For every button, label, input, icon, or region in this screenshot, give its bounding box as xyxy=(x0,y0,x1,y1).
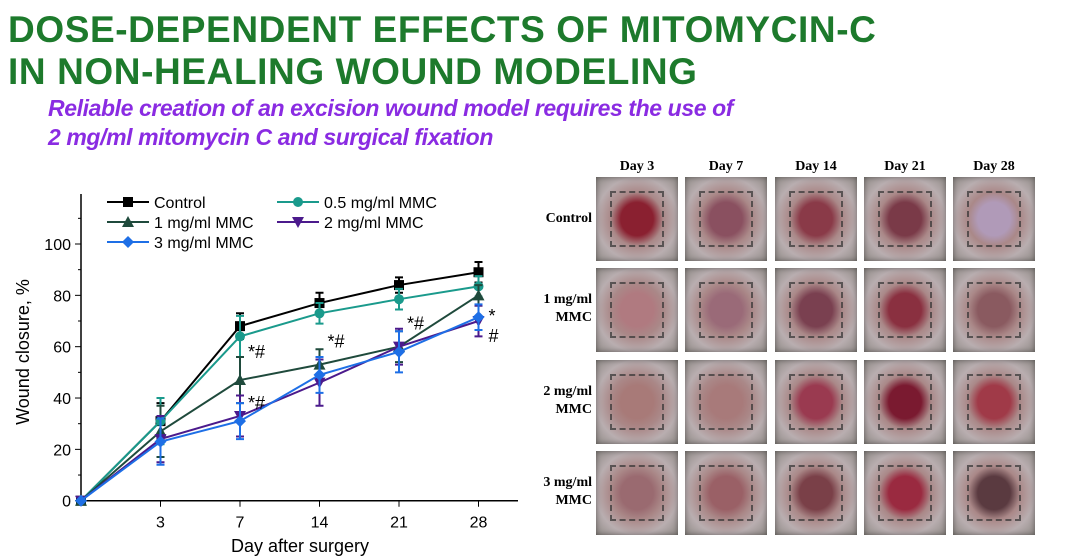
marker-triangle-up xyxy=(234,374,246,386)
subtitle-line-2: 2 mg/ml mitomycin C and surgical fixatio… xyxy=(48,124,493,150)
photo-column-header: Day 3 xyxy=(619,159,655,174)
x-tick-label: 14 xyxy=(311,515,329,532)
significance-annotation: * xyxy=(489,306,496,326)
wound-photo xyxy=(953,268,1035,352)
marker-diamond xyxy=(75,494,87,507)
photo-row-label-line: 1 mg/ml xyxy=(543,292,592,307)
marker-square xyxy=(123,197,133,207)
marker-diamond xyxy=(313,368,326,381)
wound-photo xyxy=(775,360,857,444)
photo-row-label-line: 3 mg/ml xyxy=(543,475,592,490)
marker-circle xyxy=(394,294,404,305)
series-3: 2 mg/ml MMC xyxy=(75,215,485,507)
wound-closure-chart: 0 20 40 60 80 100 3 7 14 21 28 Day after surgery Wou… xyxy=(13,194,518,556)
marker-triangle-up xyxy=(472,289,485,301)
marker-triangle-down xyxy=(292,217,304,228)
subtitle-line-1: Reliable creation of an excision wound m… xyxy=(48,95,733,121)
wound-photo xyxy=(953,360,1035,444)
wound-photo xyxy=(685,451,767,535)
y-tick-label: 60 xyxy=(53,340,71,357)
photo-row-label: 2 mg/ml MMC xyxy=(520,383,592,419)
y-axis-label: Wound closure, % xyxy=(13,279,33,425)
x-axis-label: Day after surgery xyxy=(231,536,369,556)
marker-square xyxy=(394,280,404,291)
marker-diamond xyxy=(234,415,246,428)
wound-photo xyxy=(685,360,767,444)
wound-photo xyxy=(953,177,1035,261)
significance-annotation: # xyxy=(489,326,499,346)
x-tick-label: 3 xyxy=(156,515,165,532)
marker-circle xyxy=(235,331,245,342)
series-line xyxy=(80,320,479,502)
title-line-1: DOSE-DEPENDENT EFFECTS OF MITOMYCIN-C xyxy=(8,9,877,50)
marker-diamond xyxy=(154,435,167,448)
marker-square xyxy=(473,267,484,278)
wound-photo xyxy=(864,360,946,444)
series-1: 0.5 mg/ml MMC xyxy=(76,195,484,506)
title-line-2: IN NON-HEALING WOUND MODELING xyxy=(8,51,698,92)
legend-label: 3 mg/ml MMC xyxy=(154,235,254,252)
significance-annotation: *# xyxy=(248,393,265,413)
photo-row-label-line: MMC xyxy=(555,402,592,417)
wound-photo xyxy=(596,177,678,261)
photo-column-header: Day 28 xyxy=(973,159,1015,174)
photo-row-label-line: Control xyxy=(545,211,592,226)
marker-triangle-up xyxy=(122,216,134,227)
wound-photo xyxy=(596,268,678,352)
series-line xyxy=(80,294,480,502)
wound-photo xyxy=(596,451,678,535)
photo-row-label: 1 mg/ml MMC xyxy=(520,291,592,327)
marker-circle xyxy=(314,308,325,319)
y-tick-label: 20 xyxy=(53,442,71,459)
photo-row-label-line: 2 mg/ml xyxy=(543,384,592,399)
significance-annotation: *# xyxy=(407,314,424,334)
x-tick-label: 28 xyxy=(470,515,488,532)
wound-photo xyxy=(953,451,1035,535)
wound-photo xyxy=(775,268,857,352)
legend-label: 1 mg/ml MMC xyxy=(154,215,254,232)
wound-photo xyxy=(685,177,767,261)
y-tick-label: 100 xyxy=(44,237,71,254)
photo-column-header: Day 21 xyxy=(884,159,926,174)
series-line xyxy=(80,316,479,502)
wound-photo xyxy=(864,451,946,535)
legend-label: 2 mg/ml MMC xyxy=(324,215,424,232)
wound-photo xyxy=(775,451,857,535)
x-tick-label: 21 xyxy=(390,515,408,532)
series-line xyxy=(80,271,479,502)
photo-row-label-line: MMC xyxy=(555,310,592,325)
wound-photo xyxy=(864,177,946,261)
legend-label: Control xyxy=(154,195,206,212)
photo-row-label: 3 mg/ml MMC xyxy=(520,474,592,510)
series-4: 3 mg/ml MMC xyxy=(75,235,485,507)
y-tick-label: 80 xyxy=(53,288,71,305)
series-2: 1 mg/ml MMC xyxy=(75,215,485,506)
y-tick-label: 40 xyxy=(53,391,71,408)
marker-diamond xyxy=(393,345,405,358)
series-line xyxy=(80,285,479,502)
photo-column-header: Day 7 xyxy=(708,159,744,174)
photo-row-label-line: MMC xyxy=(555,493,592,508)
photo-column-header: Day 14 xyxy=(795,159,837,174)
significance-annotation: *# xyxy=(328,332,345,352)
legend-label: 0.5 mg/ml MMC xyxy=(324,195,437,212)
wound-photo xyxy=(685,268,767,352)
y-tick-label: 0 xyxy=(62,494,71,511)
marker-diamond xyxy=(122,236,134,248)
marker-circle xyxy=(293,197,303,207)
significance-annotation: *# xyxy=(248,342,265,362)
wound-photo xyxy=(596,360,678,444)
photo-row-label: Control xyxy=(520,210,592,228)
wound-photo xyxy=(864,268,946,352)
marker-diamond xyxy=(472,311,485,324)
x-tick-label: 7 xyxy=(236,515,245,532)
wound-photo xyxy=(775,177,857,261)
